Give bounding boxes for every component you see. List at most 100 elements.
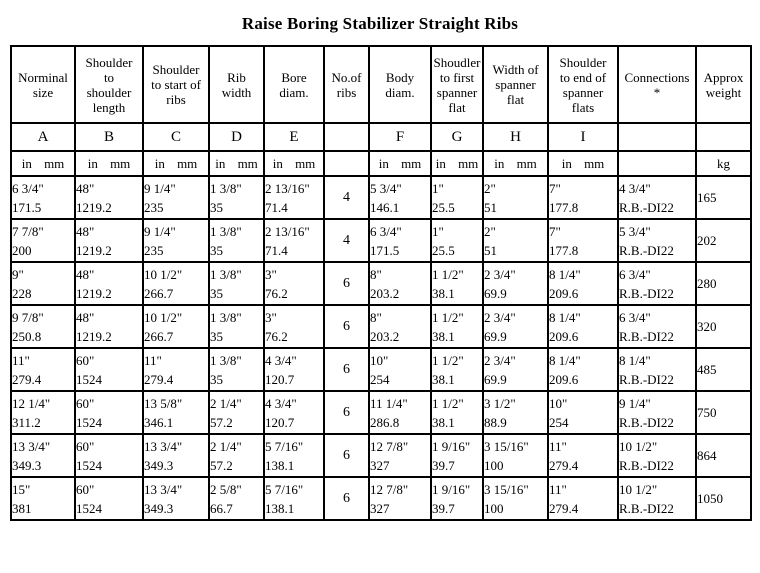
cell-line: 51 (484, 199, 497, 215)
cell-line: 38.1 (432, 371, 455, 387)
cell-line: 2" (484, 223, 496, 239)
cell-shoulder-to-start-of-ribs: 11" 279.4 (142, 347, 210, 392)
cell-line: 76.2 (265, 285, 288, 301)
cell-line: 10 1/2" (144, 309, 183, 325)
cell-line: 349.3 (144, 500, 174, 516)
cell-no-of-ribs: 6 (323, 433, 370, 478)
cell-line: 10 1/2" (619, 481, 658, 497)
cell-line: 3 1/2" (484, 395, 516, 411)
cell-line: 1219.2 (76, 328, 112, 344)
table-row: 13 3/4" 349.3 60" 1524 13 3/4" 349.3 2 1/4" 57.… (10, 433, 752, 478)
cell-nominal-size: 13 3/4" 349.3 (10, 433, 76, 478)
column-unit-body-diam: in mm (368, 150, 432, 177)
column-unit-rib-width: in mm (208, 150, 265, 177)
cell-rib-width: 2 1/4" 57.2 (208, 433, 265, 478)
cell-width-of-spanner-flat: 2 3/4" 69.9 (482, 347, 549, 392)
cell-shoulder-to-shoulder-length: 48" 1219.2 (74, 261, 144, 306)
cell-line: 279.4 (549, 457, 579, 473)
cell-line: R.B.-DI22 (619, 242, 674, 258)
column-letter-connections (617, 122, 697, 152)
cell-body-diam: 6 3/4" 171.5 (368, 218, 432, 263)
column-header-shoulder-to-shoulder-length: Shoulder to shoulder length (74, 45, 144, 124)
cell-nominal-size: 15" 381 (10, 476, 76, 521)
column-header-width-of-spanner-flat: Width of spanner flat (482, 45, 549, 124)
header-row: Norminal size Shoulder to shoulder length… (10, 45, 752, 124)
cell-no-of-ribs: 6 (323, 390, 370, 435)
page-title: Raise Boring Stabilizer Straight Ribs (241, 14, 519, 33)
cell-shoulder-to-start-of-ribs: 13 3/4" 349.3 (142, 476, 210, 521)
cell-shoulder-to-first-spanner-flat: 1 1/2" 38.1 (430, 261, 484, 306)
cell-shoulder-to-start-of-ribs: 13 3/4" 349.3 (142, 433, 210, 478)
cell-line: 2 13/16" (265, 180, 310, 196)
cell-line: 12 7/8" (370, 481, 409, 497)
table-row: 7 7/8" 200 48" 1219.2 9 1/4" 235 1 3/8" 35 2 13/… (10, 218, 752, 263)
cell-rib-width: 1 3/8" 35 (208, 304, 265, 349)
cell-approx-weight: 202 (695, 218, 752, 263)
cell-line: 311.2 (12, 414, 41, 430)
cell-line: 25.5 (432, 199, 455, 215)
cell-line: 35 (210, 242, 223, 258)
cell-bore-diam: 3" 76.2 (263, 261, 325, 306)
cell-approx-weight: 165 (695, 175, 752, 220)
cell-line: 171.5 (12, 199, 42, 215)
cell-line: 1524 (76, 414, 102, 430)
cell-line: 66.7 (210, 500, 233, 516)
cell-line: 9" (12, 266, 24, 282)
cell-shoulder-to-shoulder-length: 48" 1219.2 (74, 218, 144, 263)
cell-line: 7" (549, 223, 561, 239)
cell-line: 1 9/16" (432, 481, 471, 497)
cell-line: 346.1 (144, 414, 174, 430)
cell-line: 6 3/4" (619, 309, 651, 325)
cell-line: 3 15/16" (484, 438, 529, 454)
column-header-rib-width: Rib width (208, 45, 265, 124)
cell-line: 71.4 (265, 242, 288, 258)
cell-line: 38.1 (432, 285, 455, 301)
cell-shoulder-to-first-spanner-flat: 1 1/2" 38.1 (430, 304, 484, 349)
cell-approx-weight: 485 (695, 347, 752, 392)
cell-nominal-size: 7 7/8" 200 (10, 218, 76, 263)
cell-line: 60" (76, 352, 95, 368)
table-row: 9" 228 48" 1219.2 10 1/2" 266.7 1 3/8" 35 3" 76.2… (10, 261, 752, 306)
cell-line: 13 3/4" (144, 438, 183, 454)
cell-line: 171.5 (370, 242, 400, 258)
cell-rib-width: 1 3/8" 35 (208, 175, 265, 220)
cell-line: 11" (12, 352, 30, 368)
cell-line: 266.7 (144, 328, 174, 344)
cell-shoulder-to-start-of-ribs: 10 1/2" 266.7 (142, 304, 210, 349)
cell-line: 71.4 (265, 199, 288, 215)
cell-line: 7" (549, 180, 561, 196)
cell-line: 209.6 (549, 285, 579, 301)
cell-shoulder-to-end-of-spanner-flats: 8 1/4" 209.6 (547, 261, 619, 306)
cell-line: R.B.-DI22 (619, 414, 674, 430)
cell-line: 228 (12, 285, 32, 301)
cell-line: 48" (76, 223, 95, 239)
cell-shoulder-to-shoulder-length: 48" 1219.2 (74, 304, 144, 349)
column-unit-no-of-ribs (323, 150, 370, 177)
cell-shoulder-to-start-of-ribs: 9 1/4" 235 (142, 218, 210, 263)
cell-line: 1524 (76, 500, 102, 516)
cell-line: 2 3/4" (484, 352, 516, 368)
cell-line: 8 1/4" (549, 266, 581, 282)
cell-line: 1 9/16" (432, 438, 471, 454)
cell-line: 203.2 (370, 328, 400, 344)
cell-line: 235 (144, 199, 164, 215)
cell-bore-diam: 4 3/4" 120.7 (263, 390, 325, 435)
cell-connections: 4 3/4" R.B.-DI22 (617, 175, 697, 220)
cell-width-of-spanner-flat: 2 3/4" 69.9 (482, 304, 549, 349)
cell-line: 1 3/8" (210, 309, 242, 325)
column-letter-shoulder-to-first-spanner-flat: G (430, 122, 484, 152)
cell-body-diam: 12 7/8" 327 (368, 476, 432, 521)
cell-line: 2 1/4" (210, 395, 242, 411)
cell-shoulder-to-end-of-spanner-flats: 7" 177.8 (547, 175, 619, 220)
cell-bore-diam: 3" 76.2 (263, 304, 325, 349)
cell-connections: 10 1/2" R.B.-DI22 (617, 433, 697, 478)
cell-line: 35 (210, 371, 223, 387)
cell-line: 3" (265, 309, 277, 325)
cell-line: 120.7 (265, 414, 295, 430)
cell-line: 3 15/16" (484, 481, 529, 497)
cell-line: 8 1/4" (549, 309, 581, 325)
cell-approx-weight: 864 (695, 433, 752, 478)
cell-line: 203.2 (370, 285, 400, 301)
cell-line: 327 (370, 457, 390, 473)
cell-line: 200 (12, 242, 32, 258)
